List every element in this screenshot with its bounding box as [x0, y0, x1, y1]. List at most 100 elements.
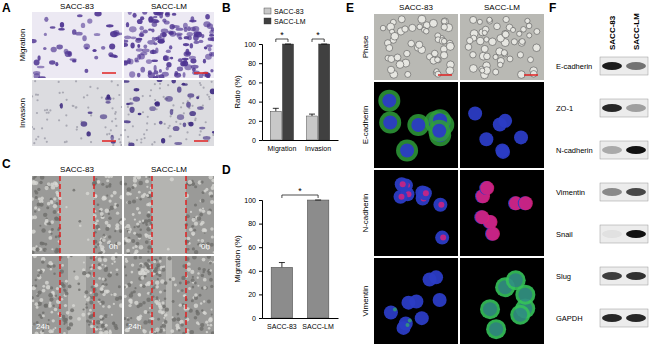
cell	[51, 248, 53, 250]
cell	[405, 71, 411, 77]
pore	[59, 92, 61, 94]
cell	[86, 192, 90, 196]
cell	[202, 228, 206, 232]
cell	[145, 240, 149, 244]
stained-cell	[162, 18, 166, 22]
pore	[127, 106, 129, 108]
cell	[187, 281, 190, 284]
panel-letter: E	[346, 1, 354, 15]
error-bar	[273, 108, 279, 111]
bar	[306, 116, 317, 140]
cell	[139, 284, 142, 287]
cell	[119, 231, 121, 233]
cell	[481, 45, 488, 52]
cell	[517, 31, 522, 36]
cell	[128, 299, 133, 304]
cell	[159, 291, 162, 294]
pore	[58, 119, 60, 121]
tick-mark	[259, 318, 262, 319]
cell	[133, 256, 137, 260]
cell	[207, 211, 211, 215]
stained-cell	[77, 14, 83, 17]
stained-cell	[212, 131, 214, 134]
cell	[35, 245, 37, 247]
bar	[271, 267, 293, 318]
pore	[35, 138, 37, 140]
pore	[118, 94, 120, 96]
cell	[171, 277, 175, 281]
stained-cell	[187, 93, 194, 97]
cell	[114, 326, 118, 330]
cell	[79, 224, 82, 227]
pore	[163, 96, 165, 98]
cell	[101, 323, 104, 326]
nucleus	[498, 114, 512, 128]
pore	[80, 137, 82, 139]
cell	[98, 258, 102, 262]
pore	[146, 122, 148, 124]
pore	[119, 141, 121, 143]
pore	[136, 139, 138, 141]
cell	[194, 293, 198, 297]
column-header: SACC-83	[399, 3, 433, 12]
nucleus	[432, 124, 446, 138]
cell	[81, 313, 85, 317]
stained-cell	[169, 31, 176, 37]
cell	[146, 263, 150, 267]
cell	[133, 252, 137, 254]
cell	[187, 248, 190, 251]
protein-label: Vimentin	[556, 188, 585, 197]
blot-band	[626, 104, 646, 112]
cell	[199, 213, 203, 217]
cell	[527, 33, 532, 38]
image-background	[124, 176, 214, 254]
cell	[42, 289, 46, 293]
cell	[195, 310, 198, 313]
pore	[147, 116, 149, 118]
pore	[200, 130, 202, 132]
cell	[114, 261, 116, 263]
stained-cell	[163, 55, 170, 61]
axis-line	[259, 201, 263, 319]
pore	[191, 105, 193, 107]
cell	[41, 228, 45, 232]
cell	[101, 256, 104, 258]
pore	[65, 114, 67, 116]
cell	[134, 287, 136, 289]
cell	[143, 320, 147, 324]
cell	[104, 265, 106, 267]
cell	[210, 200, 214, 204]
cell	[82, 268, 85, 271]
tick-mark	[259, 200, 262, 201]
stained-cell	[44, 17, 48, 22]
cell	[179, 303, 182, 306]
cell	[131, 271, 134, 274]
cell	[441, 19, 447, 25]
nucleus	[395, 177, 409, 191]
cell	[470, 65, 478, 73]
cell	[192, 286, 195, 289]
cell	[190, 330, 194, 334]
cell	[39, 225, 41, 227]
cell	[100, 321, 103, 324]
stained-cell	[130, 37, 136, 40]
column-header: SACC-LM	[151, 165, 187, 174]
cell	[45, 281, 49, 285]
cell	[197, 277, 199, 279]
blot-membrane	[600, 141, 648, 159]
cell	[42, 269, 45, 272]
cell	[202, 271, 204, 273]
stained-cell	[188, 122, 193, 127]
cell	[40, 197, 44, 201]
stained-cell	[176, 28, 184, 31]
bar	[270, 111, 281, 140]
tick-mark	[259, 294, 262, 295]
cell	[156, 296, 159, 299]
cell	[136, 207, 139, 210]
pore	[202, 104, 204, 106]
cell	[106, 179, 109, 182]
tick: 40	[248, 98, 262, 105]
cell	[38, 314, 41, 317]
cell	[136, 197, 138, 199]
pore	[115, 125, 117, 127]
